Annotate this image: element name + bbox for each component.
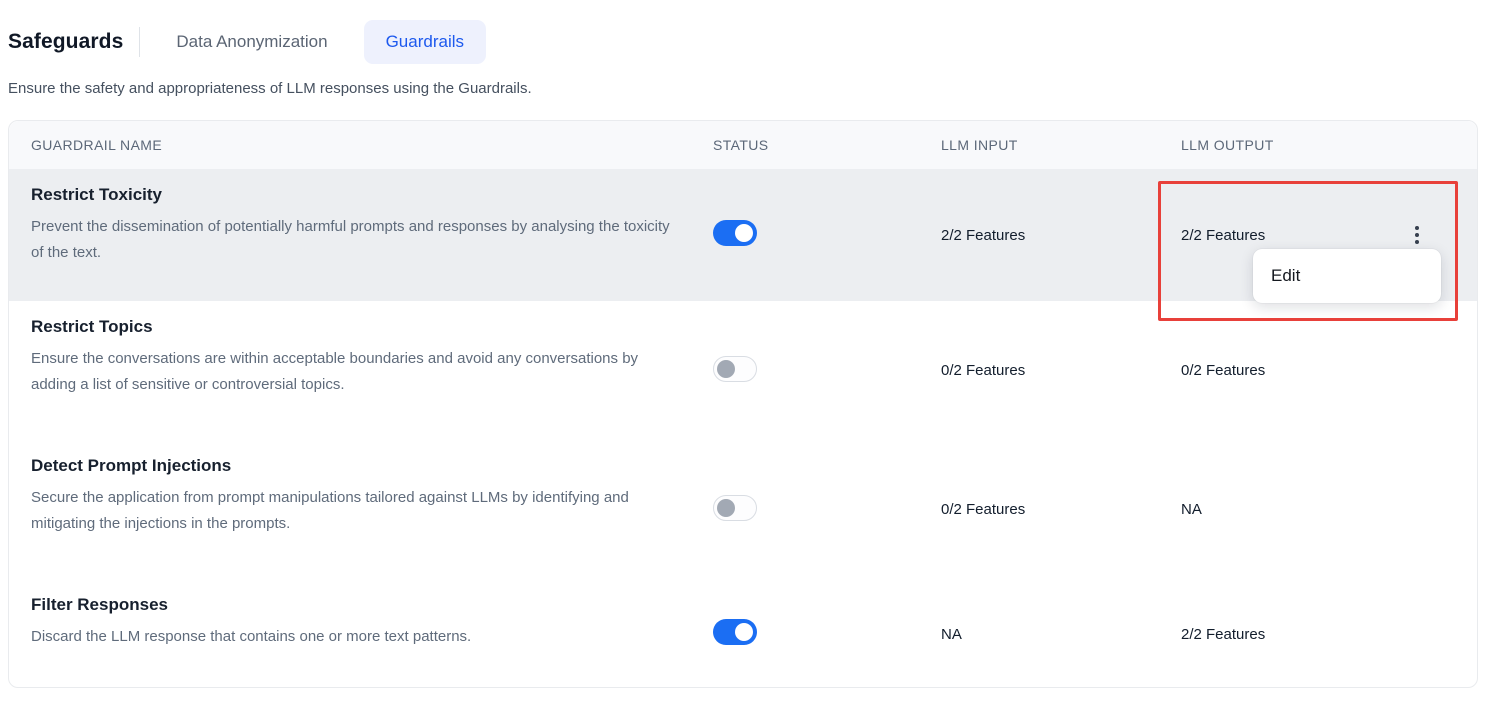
status-toggle[interactable]: [713, 619, 757, 645]
menu-item-edit[interactable]: Edit: [1271, 266, 1301, 285]
guardrail-description: Ensure the conversations are within acce…: [31, 350, 639, 393]
llm-output-cell: NA: [1173, 497, 1477, 523]
table-row: Filter Responses Discard the LLM respons…: [9, 579, 1477, 689]
llm-output-value: 2/2 Features: [1181, 625, 1266, 643]
guardrail-description: Prevent the dissemination of potentially…: [31, 218, 670, 261]
llm-output-cell: 2/2 Features: [1173, 621, 1477, 647]
guardrail-name-cell: Detect Prompt Injections Secure the appl…: [9, 440, 705, 537]
table-row: Restrict Toxicity Prevent the disseminat…: [9, 169, 1477, 301]
guardrail-name-cell: Restrict Toxicity Prevent the disseminat…: [9, 169, 705, 266]
guardrail-name-cell: Filter Responses Discard the LLM respons…: [9, 579, 705, 650]
guardrail-title: Filter Responses: [31, 595, 168, 614]
kebab-menu-icon[interactable]: [1409, 222, 1425, 248]
guardrail-title: Restrict Toxicity: [31, 185, 163, 204]
status-toggle[interactable]: [713, 220, 757, 246]
status-cell: [705, 220, 933, 250]
guardrail-title: Detect Prompt Injections: [31, 456, 232, 475]
status-cell: [705, 619, 933, 649]
column-header-status: Status: [713, 137, 769, 153]
column-header-llm-output: LLM Output: [1181, 137, 1274, 153]
table-row: Detect Prompt Injections Secure the appl…: [9, 440, 1477, 579]
guardrail-title: Restrict Topics: [31, 317, 153, 336]
guardrail-name-cell: Restrict Topics Ensure the conversations…: [9, 301, 705, 398]
llm-input-cell: 0/2 Features: [941, 362, 1026, 379]
llm-input-cell: NA: [941, 625, 962, 643]
status-cell: [705, 494, 933, 525]
column-header-guardrail-name: Guardrail Name: [31, 137, 163, 153]
guardrail-description: Secure the application from prompt manip…: [31, 489, 629, 532]
tab-guardrails[interactable]: Guardrails: [363, 20, 486, 64]
page-header: Safeguards Data Anonymization Guardrails: [0, 0, 1496, 66]
table-header-row: Guardrail Name Status LLM Input LLM Outp…: [9, 121, 1477, 169]
status-toggle[interactable]: [713, 494, 757, 521]
llm-input-cell: 2/2 Features: [941, 226, 1026, 244]
page-title: Safeguards: [8, 30, 124, 53]
status-toggle[interactable]: [713, 355, 757, 382]
title-divider: [139, 27, 141, 57]
status-cell: [705, 355, 933, 386]
llm-output-cell: 0/2 Features: [1173, 358, 1477, 384]
llm-output-value: NA: [1181, 501, 1202, 518]
table-body: Restrict Toxicity Prevent the disseminat…: [9, 169, 1477, 689]
llm-input-cell: 0/2 Features: [941, 501, 1026, 518]
column-header-llm-input: LLM Input: [941, 137, 1018, 153]
page-subtitle: Ensure the safety and appropriateness of…: [8, 80, 532, 97]
llm-output-value: 2/2 Features: [1181, 226, 1266, 244]
llm-output-cell: 2/2 Features: [1173, 222, 1477, 248]
table-row: Restrict Topics Ensure the conversations…: [9, 301, 1477, 440]
guardrails-table: Guardrail Name Status LLM Input LLM Outp…: [8, 120, 1478, 688]
guardrail-description: Discard the LLM response that contains o…: [31, 628, 472, 645]
llm-output-value: 0/2 Features: [1181, 362, 1266, 379]
row-context-menu: Edit: [1253, 249, 1441, 303]
tab-data-anonymization[interactable]: Data Anonymization: [176, 32, 328, 51]
